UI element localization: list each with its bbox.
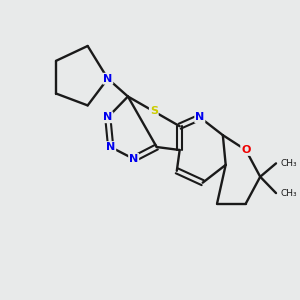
Text: CH₃: CH₃: [280, 189, 297, 198]
Text: N: N: [103, 74, 112, 84]
Text: N: N: [106, 142, 115, 152]
Text: O: O: [241, 145, 250, 155]
Text: N: N: [103, 112, 112, 122]
Text: S: S: [150, 106, 158, 116]
Text: N: N: [129, 154, 138, 164]
Text: N: N: [195, 112, 204, 122]
Text: CH₃: CH₃: [280, 159, 297, 168]
